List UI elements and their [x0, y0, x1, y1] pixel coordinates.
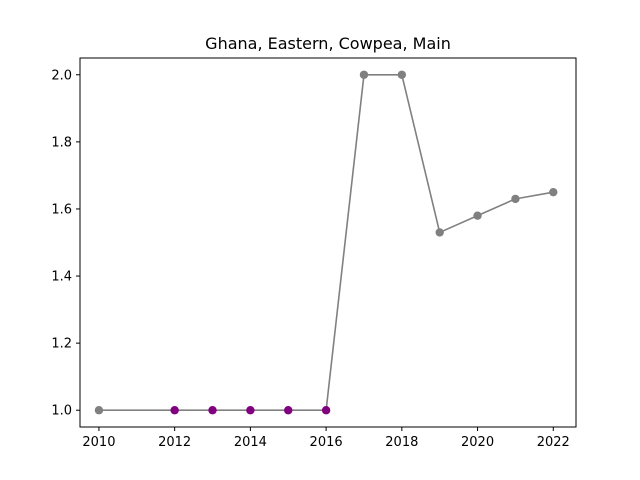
x-axis-ticks: 2010 2012 2014 2016 2018 2020 2022: [82, 427, 570, 450]
y-tick-label: 1.0: [51, 404, 72, 419]
chart-title: Ghana, Eastern, Cowpea, Main: [205, 34, 451, 53]
y-tick-label: 1.4: [51, 270, 72, 285]
data-point: [511, 194, 520, 204]
data-point: [435, 228, 444, 237]
x-tick-label: 2020: [461, 435, 494, 450]
x-tick-label: 2018: [385, 435, 418, 450]
plot-frame: [79, 57, 577, 428]
x-tick-label: 2022: [537, 435, 570, 450]
y-tick-label: 1.6: [51, 202, 72, 217]
data-point: [246, 406, 255, 415]
data-point: [359, 70, 369, 79]
data-point: [473, 211, 482, 220]
data-point: [170, 406, 179, 415]
data-point: [397, 70, 407, 79]
series-layer: [94, 70, 558, 415]
data-point: [284, 406, 293, 415]
x-tick-label: 2014: [234, 435, 267, 450]
y-tick-label: 1.8: [51, 135, 72, 150]
y-axis-ticks: 1.0 1.2 1.4 1.6 1.8 2.0: [51, 68, 80, 419]
data-point: [321, 406, 331, 415]
y-tick-label: 1.2: [51, 337, 72, 352]
x-tick-label: 2012: [158, 435, 191, 450]
series-line: [98, 73, 554, 412]
data-point: [549, 187, 558, 197]
x-tick-label: 2010: [82, 435, 115, 450]
x-tick-label: 2016: [310, 435, 343, 450]
data-point: [208, 406, 217, 415]
y-tick-label: 2.0: [51, 68, 72, 83]
data-point: [94, 406, 104, 415]
